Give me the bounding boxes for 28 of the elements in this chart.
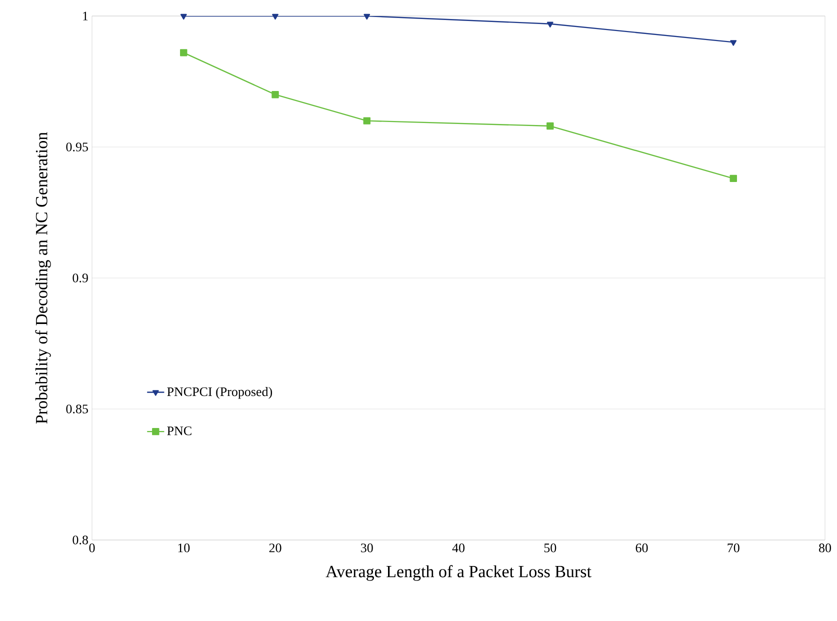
point xyxy=(730,40,737,46)
point xyxy=(364,14,370,20)
x-tick-label: 50 xyxy=(544,544,556,552)
point xyxy=(546,122,554,130)
y-tick-label: 0.9 xyxy=(72,274,88,282)
y-tick-label: 0.8 xyxy=(72,536,88,544)
x-axis-title: Average Length of a Packet Loss Burst xyxy=(326,565,592,581)
y-tick-label: 0.95 xyxy=(66,142,88,152)
x-tick-label: 40 xyxy=(452,544,465,552)
x-tick-label: 0 xyxy=(89,544,95,552)
legend-label: PNCPCI (Proposed) xyxy=(167,387,272,399)
point xyxy=(272,14,278,20)
x-tick-label: 80 xyxy=(819,544,832,552)
x-tick-label: 20 xyxy=(269,544,282,552)
x-tick-label: 10 xyxy=(178,544,190,552)
x-tick-label: 70 xyxy=(728,544,740,552)
y-tick-label: 0.85 xyxy=(66,404,88,414)
x-tick-label: 60 xyxy=(636,544,648,552)
point xyxy=(730,174,737,182)
point xyxy=(363,117,370,124)
point xyxy=(272,90,279,98)
point xyxy=(180,49,188,56)
y-tick-label: 1 xyxy=(83,12,88,20)
x-tick-label: 30 xyxy=(361,544,373,552)
legend-label: PNC xyxy=(167,426,192,436)
point xyxy=(546,22,554,28)
point xyxy=(180,14,187,20)
y-axis-title: Probability of Decoding an NC Generation xyxy=(35,132,51,424)
